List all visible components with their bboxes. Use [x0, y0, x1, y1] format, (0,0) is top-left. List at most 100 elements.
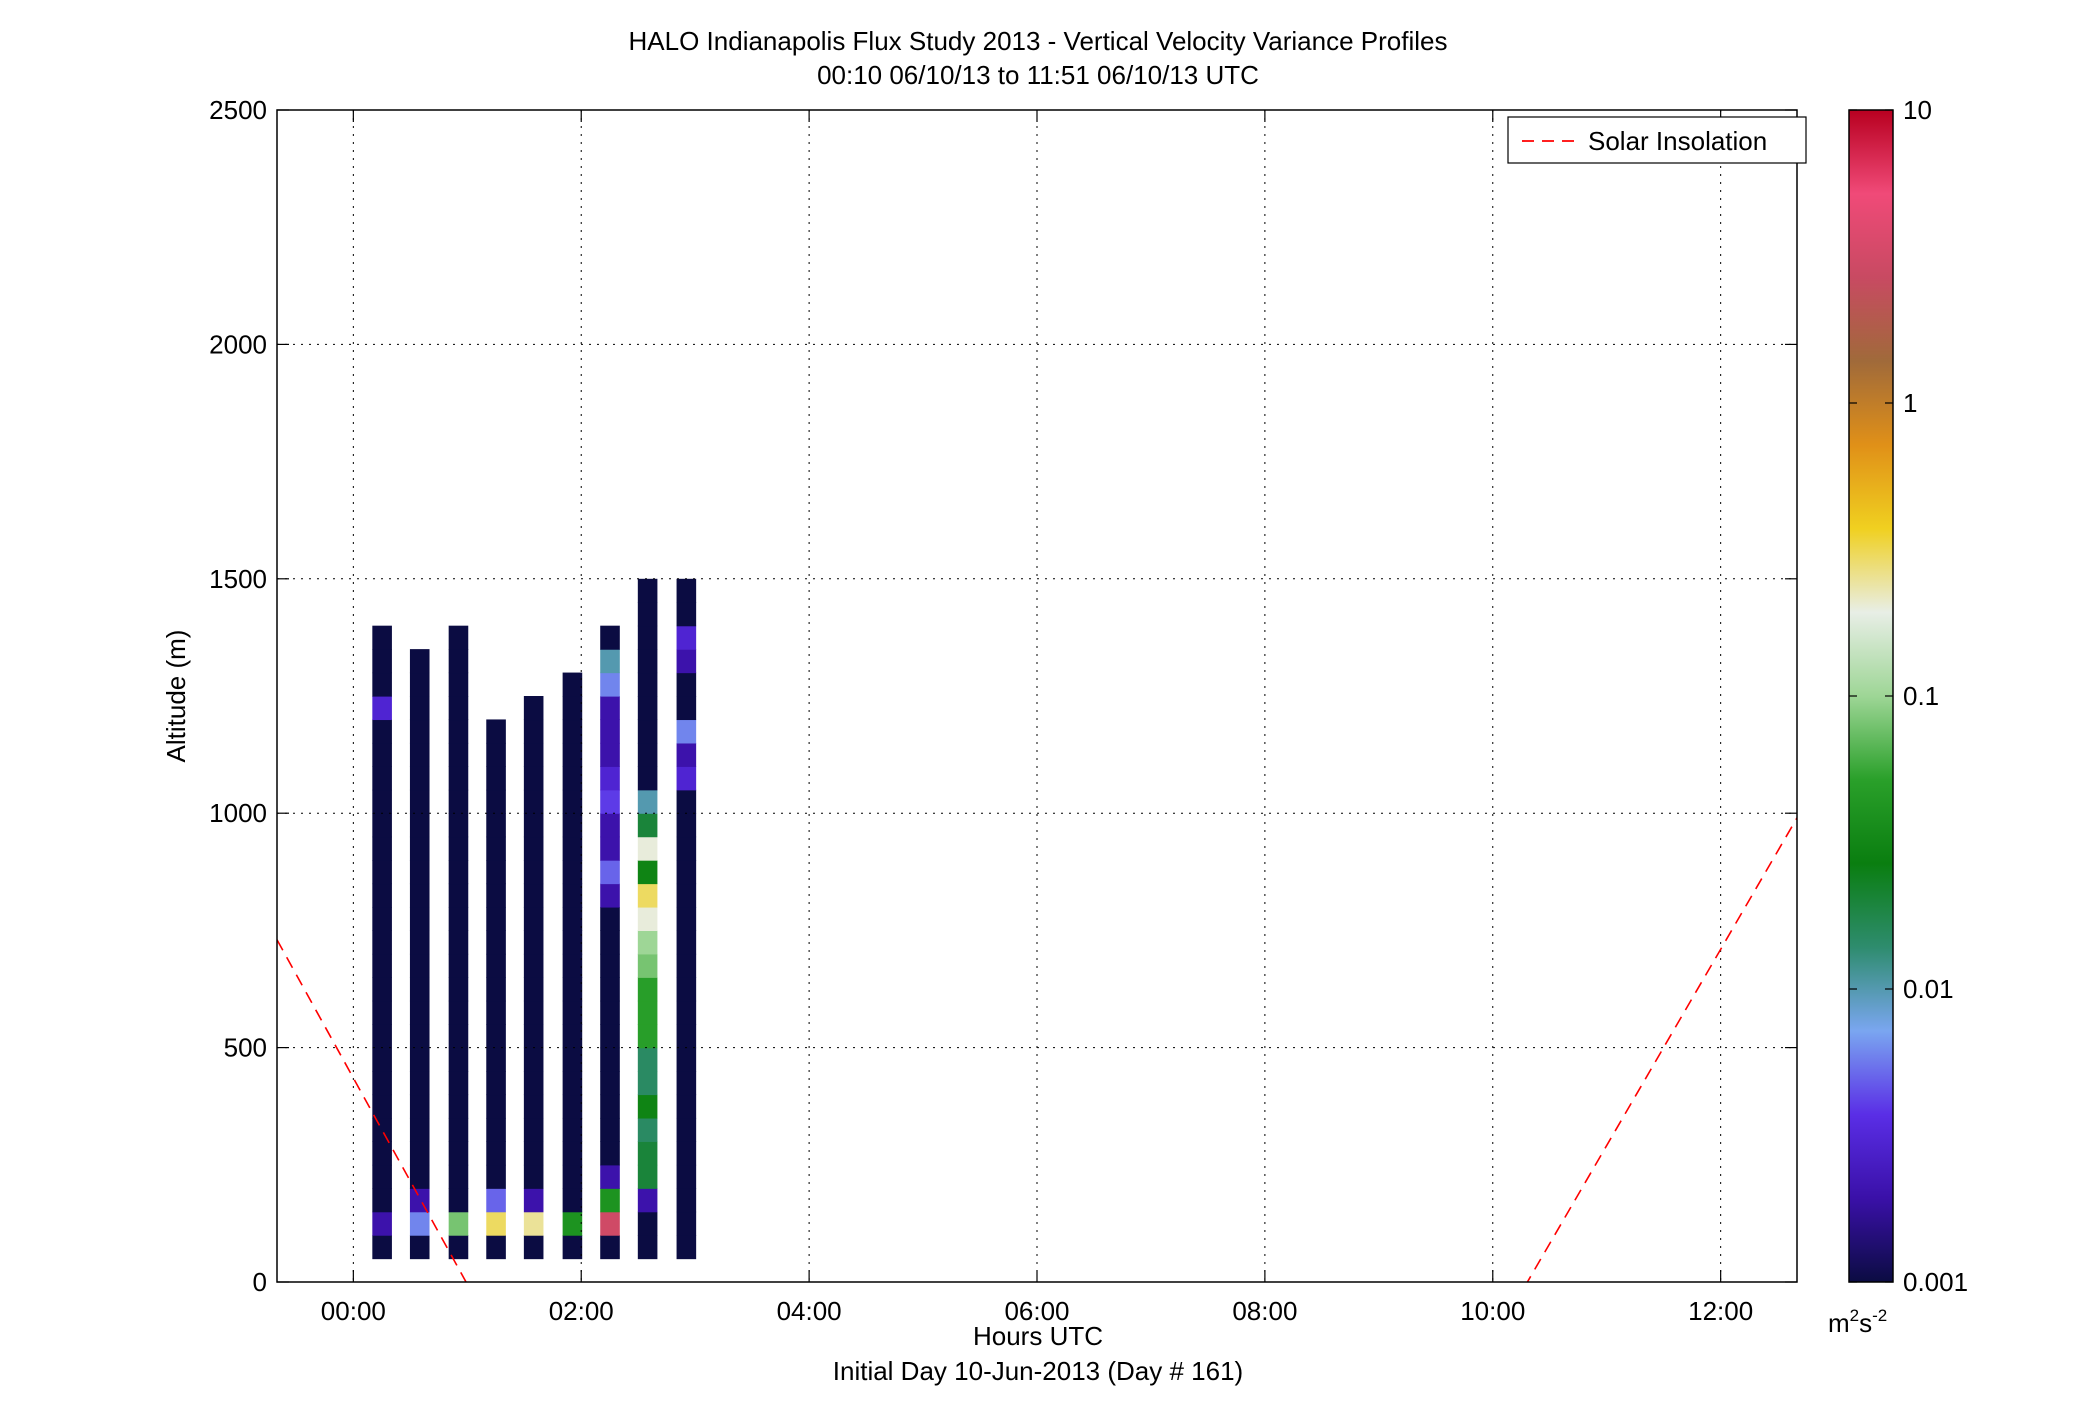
heat-cell-c1-r11 — [409, 977, 430, 1002]
heat-cell-c8-r24 — [676, 672, 697, 697]
heat-cell-c4-r8 — [523, 1047, 544, 1072]
heat-cell-c6-r1 — [600, 1211, 620, 1236]
heat-cell-c3-r18 — [486, 813, 506, 838]
heat-cell-c2-r5 — [448, 1117, 469, 1142]
heat-cell-c7-r7 — [637, 1071, 658, 1096]
heat-cell-c0-r19 — [372, 789, 392, 814]
heat-cell-c5-r0 — [562, 1235, 583, 1260]
heat-cell-c7-r27 — [637, 602, 658, 627]
heat-cell-c6-r19 — [600, 789, 620, 814]
heat-cell-c5-r15 — [562, 883, 583, 908]
heat-cell-c6-r14 — [600, 906, 620, 931]
y-tick-label-1: 500 — [224, 1033, 267, 1063]
heat-cell-c5-r9 — [562, 1024, 583, 1049]
x-tick-label-3: 06:00 — [1004, 1296, 1069, 1326]
heat-cell-c0-r15 — [372, 883, 392, 908]
heat-cell-c8-r19 — [676, 789, 697, 814]
x-axis-day-label: Initial Day 10-Jun-2013 (Day # 161) — [833, 1356, 1243, 1386]
heat-cell-c7-r10 — [637, 1000, 658, 1025]
heat-cell-c8-r21 — [676, 742, 697, 767]
heat-cell-c8-r25 — [676, 649, 697, 674]
heat-cell-c1-r24 — [409, 672, 430, 697]
heat-cell-c6-r6 — [600, 1094, 620, 1119]
heat-cell-c2-r1 — [448, 1211, 469, 1236]
heat-cell-c1-r18 — [409, 813, 430, 838]
heat-cell-c0-r8 — [372, 1047, 392, 1072]
heat-cell-c0-r6 — [372, 1094, 392, 1119]
heat-cell-c5-r11 — [562, 977, 583, 1002]
heat-cell-c6-r18 — [600, 813, 620, 838]
heat-cell-c5-r18 — [562, 813, 583, 838]
heat-cell-c3-r14 — [486, 906, 506, 931]
chart-title: HALO Indianapolis Flux Study 2013 - Vert… — [629, 26, 1448, 56]
heat-cell-c7-r15 — [637, 883, 658, 908]
heat-cell-c7-r13 — [637, 930, 658, 955]
heat-cell-c4-r4 — [523, 1141, 544, 1166]
heat-cell-c5-r14 — [562, 906, 583, 931]
heat-cell-c4-r10 — [523, 1000, 544, 1025]
colorbar: 0.001 0.01 0.1 1 10 m2s-2 — [1828, 95, 1968, 1338]
heat-cell-c3-r10 — [486, 1000, 506, 1025]
heat-cell-c8-r7 — [676, 1071, 697, 1096]
heat-cell-c5-r16 — [562, 860, 583, 885]
heat-cell-c6-r10 — [600, 1000, 620, 1025]
x-tick-label-1: 02:00 — [549, 1296, 614, 1326]
x-axis-label: Hours UTC — [973, 1321, 1103, 1351]
heat-cell-c1-r13 — [409, 930, 430, 955]
heat-cell-c7-r14 — [637, 906, 658, 931]
heat-cell-c7-r5 — [637, 1117, 658, 1142]
heat-cell-c2-r0 — [448, 1235, 469, 1260]
solar-curve-morning — [277, 939, 467, 1282]
heat-cell-c1-r23 — [409, 696, 430, 721]
heat-cell-c2-r3 — [448, 1164, 469, 1189]
heat-cell-c1-r2 — [409, 1188, 430, 1213]
heat-cell-c7-r16 — [637, 860, 658, 885]
colorbar-tick-label-1: 0.01 — [1903, 974, 1954, 1004]
x-axis-ticks: 00:00 02:00 04:00 06:00 08:00 10:00 12:00 — [321, 110, 1753, 1326]
heat-cell-c3-r8 — [486, 1047, 506, 1072]
heat-cell-c4-r20 — [523, 766, 544, 791]
heat-cell-c6-r26 — [600, 625, 620, 650]
heat-cell-c2-r6 — [448, 1094, 469, 1119]
heat-cell-c1-r22 — [409, 719, 430, 744]
heat-cell-c5-r12 — [562, 953, 583, 978]
y-tick-label-2: 1000 — [209, 798, 267, 828]
heat-cell-c6-r3 — [600, 1164, 620, 1189]
heat-cell-c8-r0 — [676, 1235, 697, 1260]
heat-cell-c6-r8 — [600, 1047, 620, 1072]
heat-cell-c6-r25 — [600, 649, 620, 674]
heat-cell-c3-r7 — [486, 1071, 506, 1096]
heat-cell-c1-r4 — [409, 1141, 430, 1166]
colorbar-tick-label-0: 0.001 — [1903, 1267, 1968, 1297]
heat-cell-c0-r18 — [372, 813, 392, 838]
heat-cell-c2-r8 — [448, 1047, 469, 1072]
solar-curve-evening — [1526, 817, 1797, 1282]
heat-cell-c5-r10 — [562, 1000, 583, 1025]
heat-cell-c7-r2 — [637, 1188, 658, 1213]
heat-cell-c3-r1 — [486, 1211, 506, 1236]
heat-cell-c4-r14 — [523, 906, 544, 931]
heat-cell-c8-r14 — [676, 906, 697, 931]
heat-cell-c4-r18 — [523, 813, 544, 838]
heat-cell-c4-r1 — [523, 1211, 544, 1236]
heat-cell-c0-r2 — [372, 1188, 392, 1213]
heat-cell-c6-r15 — [600, 883, 620, 908]
heat-cell-c8-r9 — [676, 1024, 697, 1049]
heat-cell-c5-r3 — [562, 1164, 583, 1189]
heat-cell-c8-r12 — [676, 953, 697, 978]
heat-cell-c1-r12 — [409, 953, 430, 978]
heat-cell-c4-r13 — [523, 930, 544, 955]
heat-cell-c0-r1 — [372, 1211, 392, 1236]
y-tick-label-5: 2500 — [209, 95, 267, 125]
heat-cell-c7-r25 — [637, 649, 658, 674]
colorbar-unit: m2s-2 — [1828, 1306, 1887, 1338]
heat-cell-c1-r15 — [409, 883, 430, 908]
heat-cell-c6-r5 — [600, 1117, 620, 1142]
heat-cell-c4-r2 — [523, 1188, 544, 1213]
heat-cell-c0-r16 — [372, 860, 392, 885]
heat-cell-c3-r12 — [486, 953, 506, 978]
heat-cell-c8-r10 — [676, 1000, 697, 1025]
heat-cell-c2-r23 — [448, 696, 469, 721]
heat-cell-c0-r23 — [372, 696, 392, 721]
